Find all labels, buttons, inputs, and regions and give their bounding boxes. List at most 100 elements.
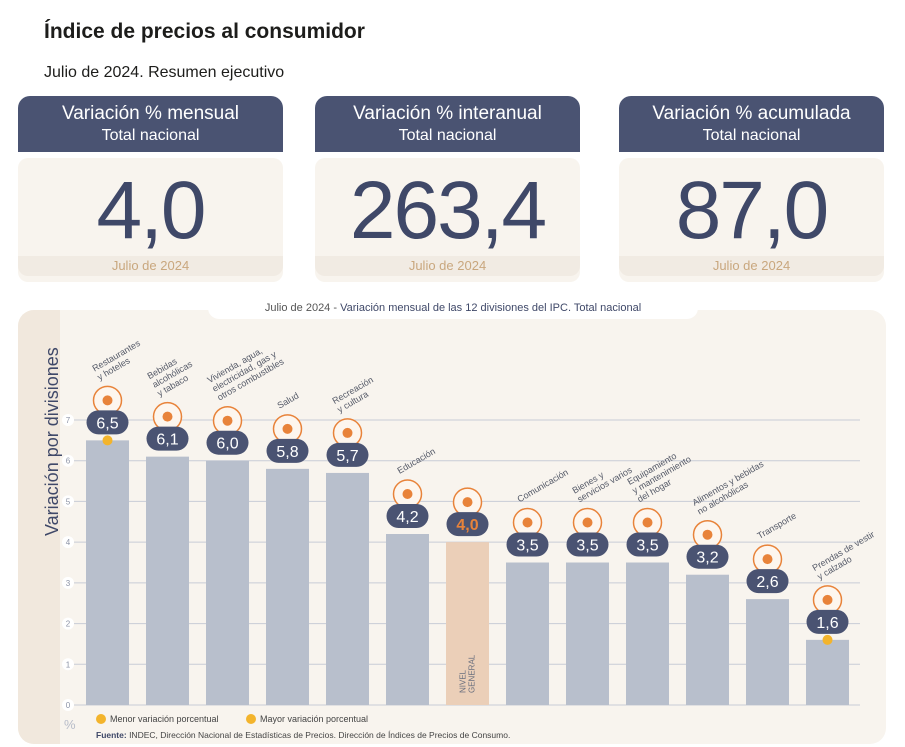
card-value: 263,4 xyxy=(349,165,547,256)
bar xyxy=(626,562,669,705)
card-period: Julio de 2024 xyxy=(315,256,580,276)
value-label: 6,0 xyxy=(216,436,238,453)
category-label: Equipamientoy mantenimientodel hogar xyxy=(626,445,698,504)
y-tick-label: 6 xyxy=(66,457,71,466)
icon-detail xyxy=(642,517,653,528)
value-label: 1,6 xyxy=(816,615,838,632)
icon-detail xyxy=(762,554,773,565)
tick-bubble xyxy=(62,658,74,671)
card-subtitle: Total nacional xyxy=(398,127,497,144)
icon-detail xyxy=(522,517,533,528)
card-period: Julio de 2024 xyxy=(619,256,884,276)
card-accumulated: Variación % acumulada Total nacional 87,… xyxy=(619,96,884,282)
value-badge xyxy=(566,532,609,557)
value-label: 2,6 xyxy=(756,574,778,591)
icon-detail xyxy=(222,415,233,426)
value-label: 5,8 xyxy=(276,444,298,461)
y-tick-label: 2 xyxy=(66,620,71,629)
card-body: 4,0 Julio de 2024 xyxy=(18,158,283,282)
card-header: Variación % interanual Total nacional xyxy=(315,96,580,152)
card-value: 87,0 xyxy=(675,165,830,256)
category-label: Recreacióny cultura xyxy=(331,375,380,415)
card-period: Julio de 2024 xyxy=(18,256,283,276)
value-badge xyxy=(386,504,429,528)
icon-detail xyxy=(822,594,833,605)
card-title: Variación % mensual xyxy=(61,103,240,124)
value-badge xyxy=(206,430,249,455)
value-badge xyxy=(326,442,369,467)
card-subtitle: Total nacional xyxy=(101,127,200,144)
source-note: Fuente: INDEC, Dirección Nacional de Est… xyxy=(96,730,510,740)
page-title: Índice de precios al consumidor xyxy=(44,20,365,43)
y-tick-label: 4 xyxy=(66,538,71,547)
bar xyxy=(806,639,849,705)
y-tick-label: 3 xyxy=(66,579,71,588)
value-badge xyxy=(746,569,789,594)
y-tick-label: 7 xyxy=(66,416,71,425)
category-label: Transporte xyxy=(756,511,798,541)
category-label: Bebidasalcohólicasy tabaco xyxy=(146,350,200,398)
general-level-label-line: GENERAL xyxy=(468,654,477,693)
y-tick-label: 1 xyxy=(66,660,71,669)
bar xyxy=(146,456,189,705)
card-subtitle: Total nacional xyxy=(702,127,801,144)
bar xyxy=(566,562,609,705)
value-badge xyxy=(86,410,129,435)
icon-detail xyxy=(402,489,413,499)
bar xyxy=(446,542,489,705)
value-label: 3,5 xyxy=(576,538,598,555)
tick-bubble xyxy=(62,495,74,508)
icon-detail xyxy=(462,497,473,508)
card-body: 263,4 Julio de 2024 xyxy=(315,158,580,282)
general-level-label: NIVELGENERAL xyxy=(459,654,477,693)
legend-max-label: Mayor variación porcentual xyxy=(260,714,369,724)
general-level-label-line: NIVEL xyxy=(459,669,468,693)
icon-detail xyxy=(162,411,173,422)
tick-bubble xyxy=(62,699,74,711)
category-label: Alimentos y bebidasno alcohólicas xyxy=(691,459,771,517)
tick-bubble xyxy=(62,536,74,549)
icon-detail xyxy=(702,529,713,540)
source-label: Fuente: xyxy=(96,730,127,740)
value-label: 3,2 xyxy=(696,550,718,567)
category-label: Bienes yservicios varios xyxy=(571,456,635,504)
category-label-line: Salud xyxy=(276,390,301,410)
chart-caption-period: Julio de 2024 xyxy=(264,302,331,314)
value-label: 4,0 xyxy=(456,517,478,534)
category-label: Prendas de vestiry calzado xyxy=(811,529,882,581)
value-badge xyxy=(806,609,849,634)
value-label: 3,5 xyxy=(516,538,538,555)
card-title: Variación % interanual xyxy=(353,103,542,124)
icon-detail xyxy=(282,423,293,434)
legend-min-label: Menor variación porcentual xyxy=(110,714,219,724)
card-body: 87,0 Julio de 2024 xyxy=(619,158,884,282)
icon-detail xyxy=(582,517,593,528)
card-yearly: Variación % interanual Total nacional 26… xyxy=(315,96,580,282)
category-label-line: Comunicación xyxy=(516,467,570,504)
bar xyxy=(86,440,129,705)
category-label-line: Transporte xyxy=(756,511,798,541)
value-label: 5,7 xyxy=(336,448,358,465)
category-label: Vivienda, agua,electricidad, gas yotros … xyxy=(206,339,286,403)
bar xyxy=(206,460,249,705)
value-label: 4,2 xyxy=(396,509,418,526)
card-header: Variación % acumulada Total nacional xyxy=(619,96,884,152)
source-text: INDEC, Dirección Nacional de Estadística… xyxy=(126,730,511,740)
tick-bubble xyxy=(62,414,74,426)
bar xyxy=(746,599,789,705)
chart-caption: Julio de 2024 - Variación mensual de las… xyxy=(208,297,698,319)
bar xyxy=(386,534,429,705)
bar xyxy=(326,472,369,705)
value-label: 6,1 xyxy=(156,432,178,449)
chart-caption-text: Variación mensual de las 12 divisiones d… xyxy=(340,302,642,314)
y-axis-band xyxy=(18,310,60,744)
icon-detail xyxy=(342,427,353,438)
value-label: 6,5 xyxy=(96,415,118,432)
icon-detail xyxy=(102,395,113,406)
value-badge xyxy=(146,426,189,451)
y-unit-label: % xyxy=(64,717,76,732)
value-badge xyxy=(626,532,669,557)
legend-dot-icon xyxy=(246,714,256,724)
legend-min: Menor variación porcentual xyxy=(96,714,219,724)
